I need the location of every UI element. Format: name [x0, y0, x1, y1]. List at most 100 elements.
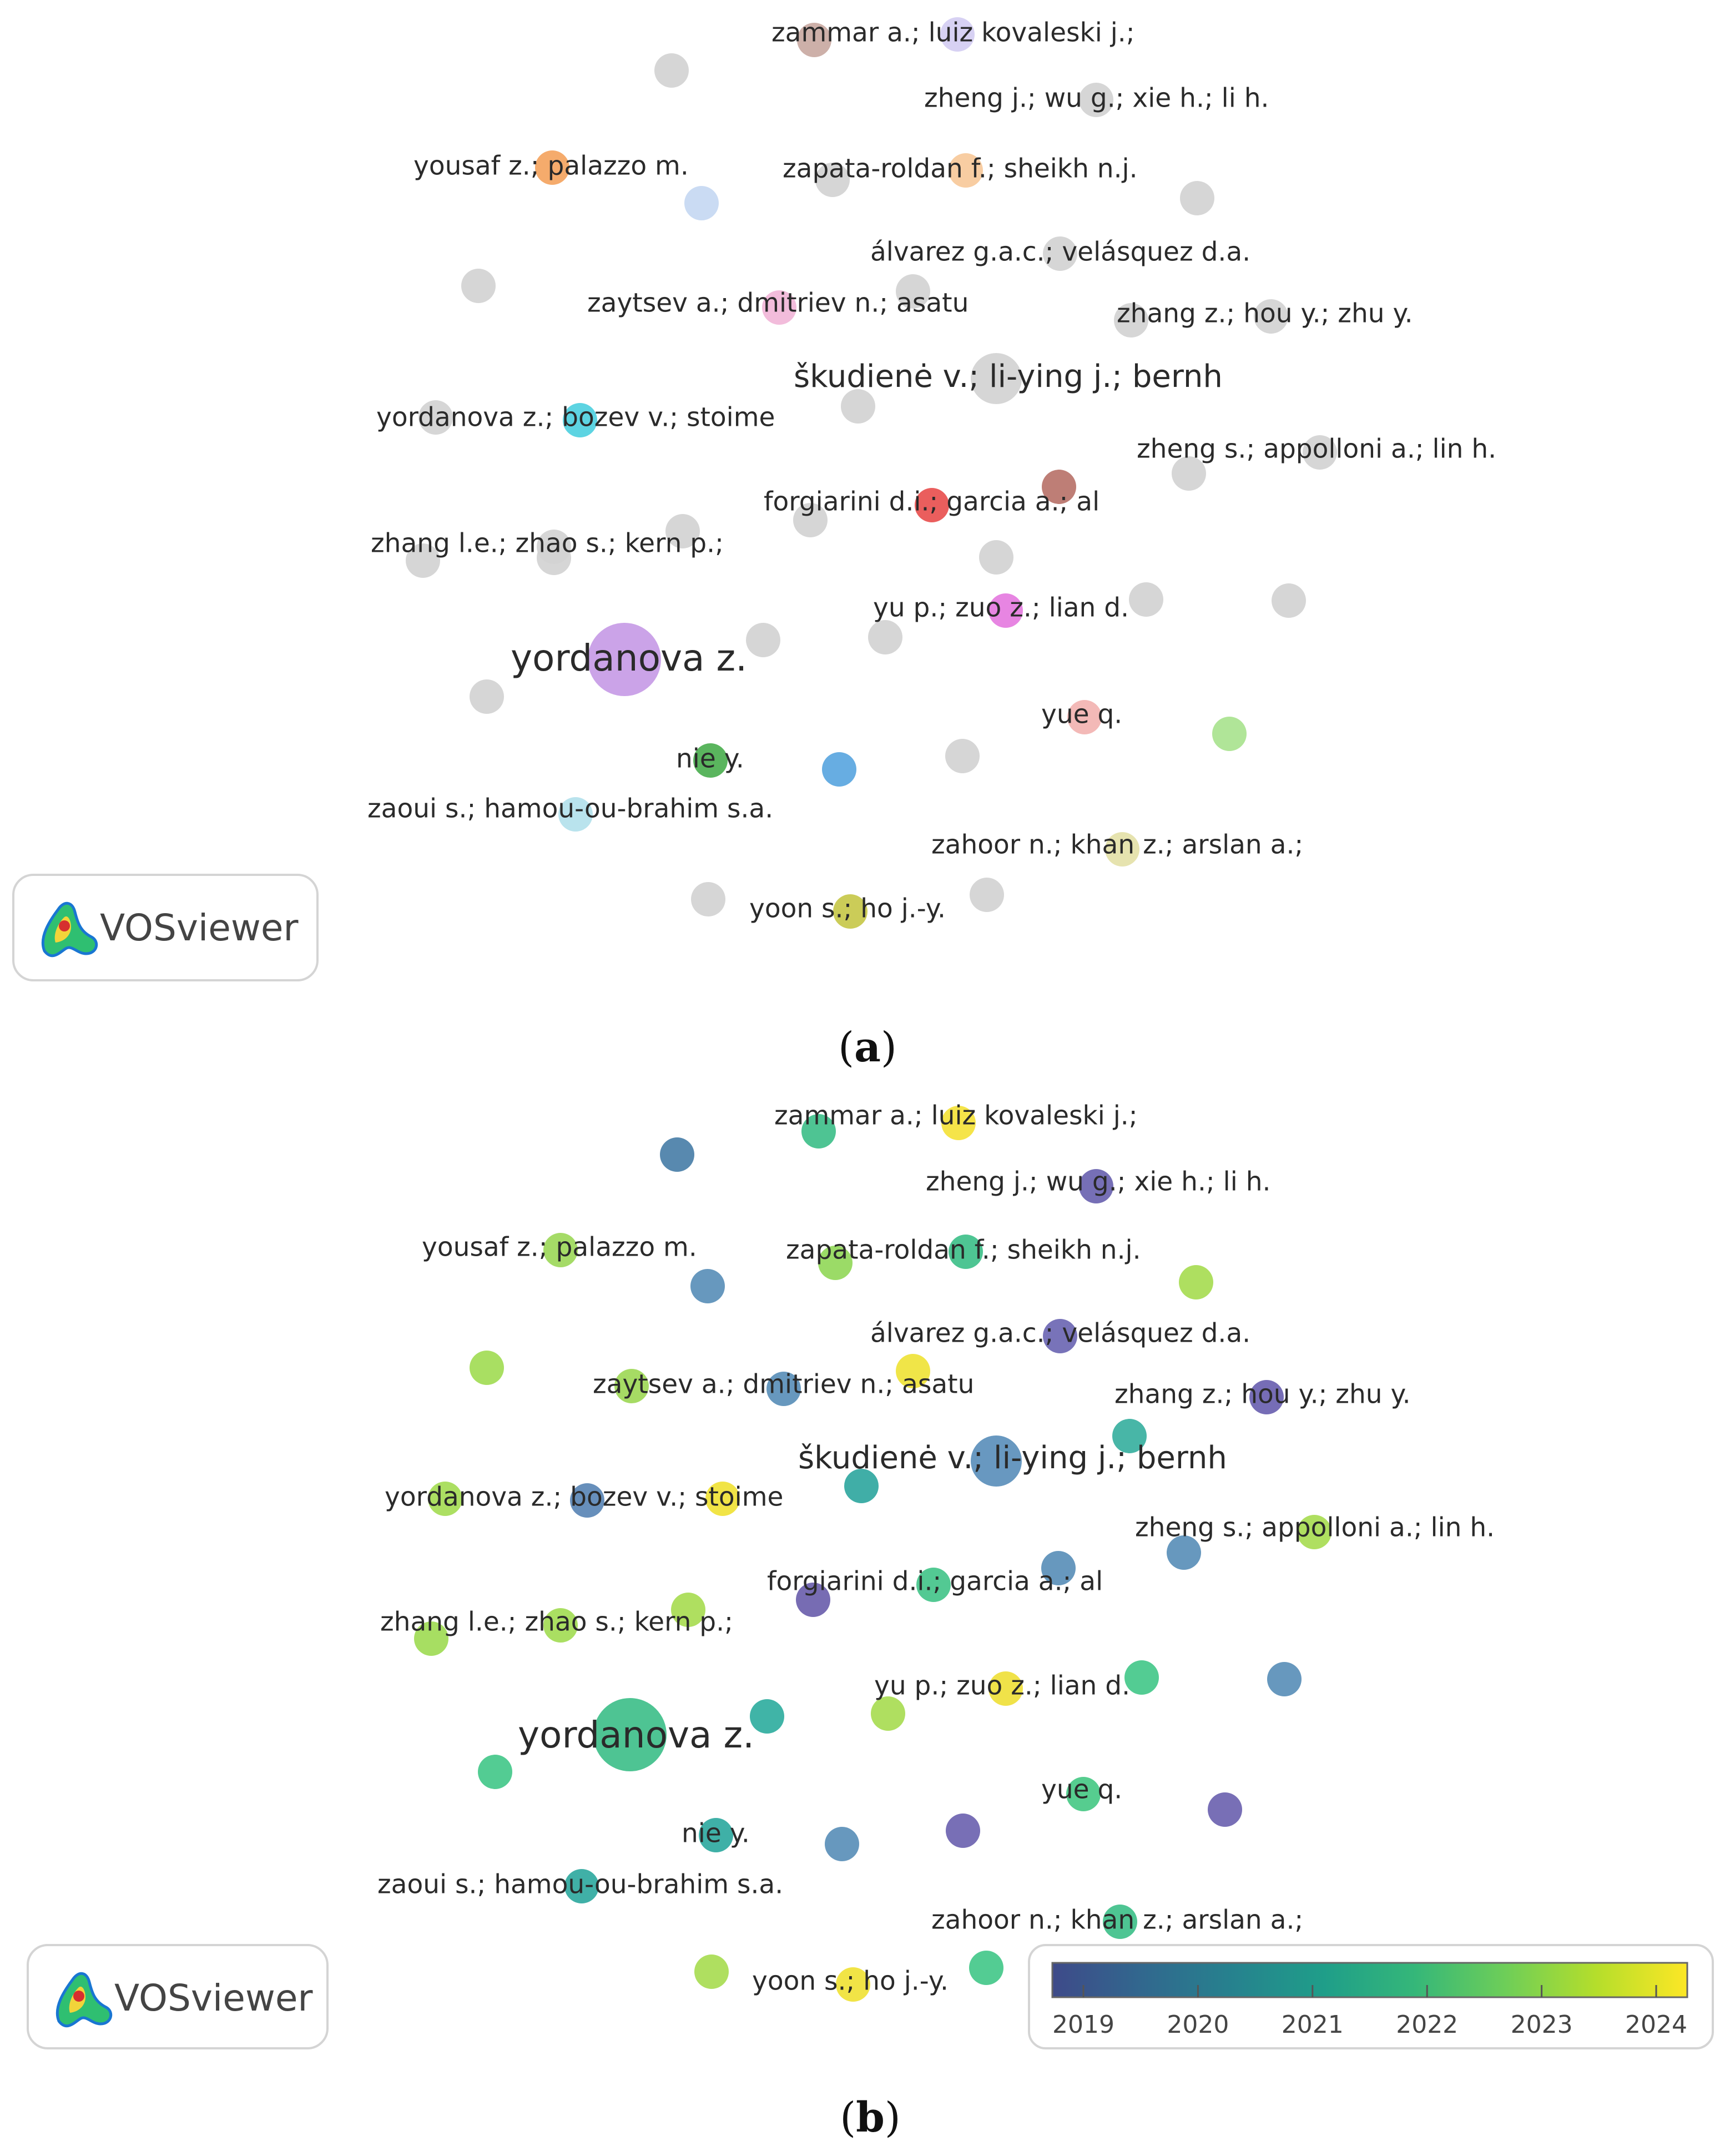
network-node[interactable] — [684, 186, 719, 220]
network-node[interactable] — [671, 1593, 705, 1627]
network-node[interactable] — [470, 1351, 504, 1385]
network-node[interactable] — [970, 878, 1004, 912]
node-label: zammar a.; luiz kovaleski j.; — [771, 18, 1135, 48]
network-node[interactable] — [1124, 1660, 1159, 1695]
network-node[interactable] — [543, 1608, 578, 1643]
network-node[interactable] — [478, 1755, 512, 1789]
node-label: zheng j.; wu g.; xie h.; li h. — [926, 1167, 1270, 1197]
network-node[interactable] — [563, 403, 597, 437]
network-node[interactable] — [844, 1469, 879, 1503]
network-node[interactable] — [796, 1583, 830, 1617]
network-node[interactable] — [946, 1814, 980, 1848]
network-node[interactable] — [1042, 470, 1076, 504]
network-node[interactable] — [836, 1967, 870, 2002]
network-node[interactable] — [614, 1369, 649, 1403]
network-node[interactable] — [414, 1621, 448, 1656]
network-node[interactable] — [1129, 582, 1163, 617]
network-node[interactable] — [558, 797, 593, 832]
network-node[interactable] — [1208, 1792, 1242, 1827]
network-node[interactable] — [1067, 700, 1102, 734]
network-node[interactable] — [699, 1818, 733, 1852]
network-node[interactable] — [1043, 1319, 1077, 1353]
network-node[interactable] — [535, 150, 569, 185]
network-node[interactable] — [588, 623, 661, 696]
node-label: forgiarini d.i.; garcia a.; al — [767, 1566, 1103, 1597]
network-node[interactable] — [1066, 1777, 1101, 1811]
network-node[interactable] — [1172, 456, 1206, 491]
node-label: yordanova z.; bozev v.; stoime — [376, 402, 775, 433]
network-node[interactable] — [971, 353, 1022, 404]
network-node[interactable] — [1249, 1380, 1284, 1414]
node-label: yordanova z. — [511, 637, 747, 679]
network-node[interactable] — [841, 389, 875, 424]
network-node[interactable] — [1297, 1515, 1331, 1549]
network-node[interactable] — [406, 543, 440, 578]
network-node[interactable] — [766, 1372, 801, 1406]
network-node[interactable] — [971, 1435, 1022, 1487]
network-node[interactable] — [470, 679, 504, 714]
network-node[interactable] — [665, 514, 700, 548]
network-node[interactable] — [1105, 832, 1139, 867]
network-node[interactable] — [1114, 303, 1148, 337]
network-node[interactable] — [940, 17, 975, 52]
network-node[interactable] — [969, 1951, 1003, 1985]
network-node[interactable] — [418, 400, 453, 435]
network-node[interactable] — [750, 1699, 784, 1734]
network-node[interactable] — [694, 1954, 729, 1989]
network-node[interactable] — [1041, 1551, 1076, 1585]
network-node[interactable] — [979, 540, 1013, 575]
network-node[interactable] — [593, 1698, 667, 1771]
network-node[interactable] — [818, 1246, 853, 1280]
network-node[interactable] — [1079, 83, 1113, 117]
network-node[interactable] — [691, 882, 725, 916]
network-node[interactable] — [945, 739, 980, 773]
network-node[interactable] — [690, 1269, 725, 1303]
network-node[interactable] — [1112, 1419, 1147, 1453]
network-node[interactable] — [949, 153, 983, 188]
network-node[interactable] — [1103, 1905, 1137, 1939]
network-node[interactable] — [896, 274, 930, 309]
network-node[interactable] — [797, 23, 831, 57]
node-label: yoon s.; ho j.-y. — [749, 894, 946, 924]
network-node[interactable] — [1272, 583, 1306, 618]
network-node[interactable] — [1212, 717, 1247, 751]
caption-b: (b) — [840, 2094, 901, 2142]
network-node[interactable] — [537, 541, 571, 575]
network-node[interactable] — [1180, 181, 1214, 215]
network-node[interactable] — [705, 1482, 740, 1516]
network-node[interactable] — [461, 269, 496, 303]
network-node[interactable] — [1303, 435, 1337, 470]
network-node[interactable] — [916, 1568, 951, 1602]
network-node[interactable] — [762, 290, 796, 325]
network-node[interactable] — [915, 488, 949, 522]
network-node[interactable] — [868, 620, 902, 654]
network-node[interactable] — [693, 743, 728, 778]
network-node[interactable] — [654, 53, 689, 88]
network-node[interactable] — [949, 1235, 983, 1269]
network-node[interactable] — [1079, 1169, 1113, 1203]
network-node[interactable] — [1179, 1265, 1213, 1299]
network-node[interactable] — [793, 503, 828, 537]
network-node[interactable] — [660, 1137, 694, 1172]
network-node[interactable] — [1267, 1662, 1302, 1696]
network-node[interactable] — [896, 1354, 930, 1388]
network-node[interactable] — [746, 623, 780, 657]
network-node[interactable] — [428, 1482, 462, 1516]
network-node[interactable] — [833, 894, 868, 929]
network-node[interactable] — [825, 1827, 859, 1861]
network-node[interactable] — [1254, 299, 1288, 334]
network-node[interactable] — [801, 1114, 836, 1148]
node-label: zhang l.e.; zhao s.; kern p.; — [371, 528, 724, 559]
network-node[interactable] — [1167, 1535, 1201, 1570]
network-node[interactable] — [941, 1106, 976, 1140]
network-node[interactable] — [871, 1696, 905, 1731]
network-node[interactable] — [988, 593, 1023, 628]
network-node[interactable] — [570, 1483, 604, 1518]
year-color-scale: 2019 2020 2021 2022 2023 2024 — [1028, 1944, 1714, 2049]
network-node[interactable] — [543, 1233, 578, 1267]
network-node[interactable] — [564, 1869, 599, 1903]
network-node[interactable] — [988, 1671, 1023, 1706]
network-node[interactable] — [1043, 236, 1077, 271]
network-node[interactable] — [815, 163, 850, 197]
network-node[interactable] — [822, 752, 856, 787]
